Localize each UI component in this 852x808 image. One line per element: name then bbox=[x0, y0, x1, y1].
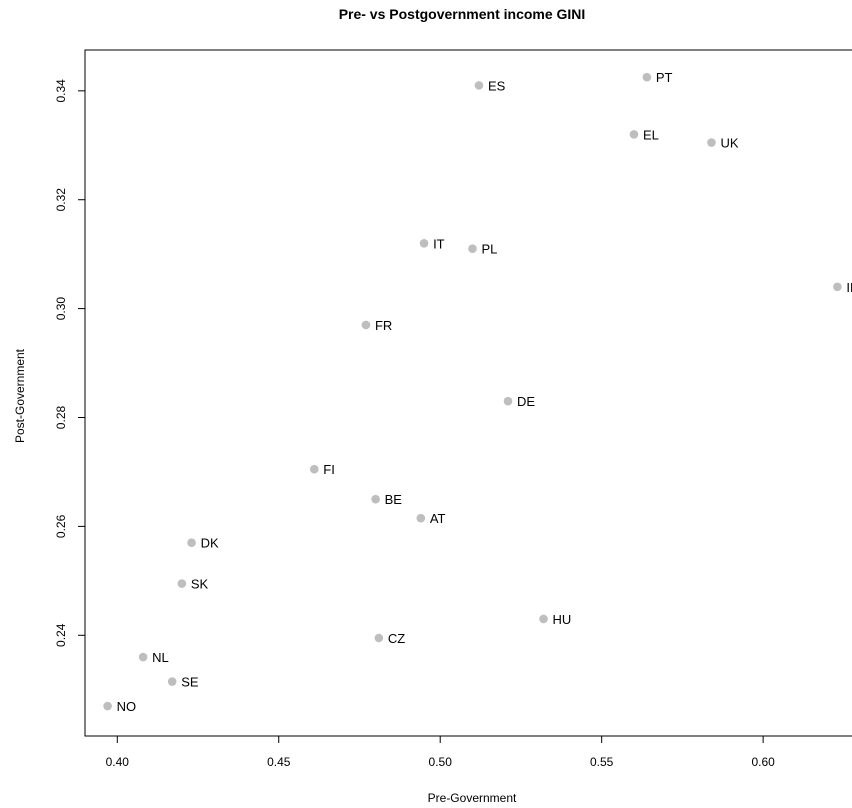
scatter-point bbox=[416, 513, 426, 523]
y-tick-label: 0.28 bbox=[54, 405, 68, 429]
point-label: SK bbox=[191, 577, 209, 592]
scatter-point bbox=[419, 238, 429, 248]
y-axis-label: Post-Government bbox=[13, 348, 27, 443]
point-label: UK bbox=[720, 136, 738, 151]
scatter-point bbox=[138, 652, 148, 662]
point-label: IE bbox=[846, 280, 852, 295]
scatter-point bbox=[103, 701, 112, 711]
scatter-point bbox=[371, 494, 380, 504]
scatter-point bbox=[309, 464, 319, 474]
scatter-point bbox=[474, 81, 484, 90]
point-label: IT bbox=[433, 236, 445, 251]
y-axis: 0.24 0.26 0.28 0.30 0.32 0.34 bbox=[54, 79, 86, 647]
x-tick-label: 0.40 bbox=[106, 755, 130, 769]
x-tick-label: 0.55 bbox=[590, 755, 614, 769]
chart-title: Pre- vs Postgovernment income GINI bbox=[339, 6, 586, 22]
x-tick-label: 0.50 bbox=[429, 755, 453, 769]
y-tick-label: 0.26 bbox=[54, 514, 68, 538]
point-label: FI bbox=[323, 462, 335, 477]
scatter-point bbox=[374, 633, 384, 643]
scatter-point bbox=[707, 138, 716, 147]
point-label: NL bbox=[152, 650, 169, 665]
point-labels: PT ES EL UK IT PL IE FR DE FI BE AT DK SK HU CZ NL SE NO bbox=[117, 70, 852, 714]
point-label: HU bbox=[553, 612, 572, 627]
scatter-point bbox=[833, 282, 842, 292]
point-label: EL bbox=[643, 127, 659, 142]
x-tick-label: 0.60 bbox=[751, 755, 775, 769]
y-tick-label: 0.34 bbox=[54, 79, 68, 103]
point-label: DE bbox=[517, 394, 535, 409]
point-label: PT bbox=[656, 70, 673, 85]
scatter-point bbox=[503, 396, 513, 406]
scatter-point bbox=[361, 320, 371, 330]
y-tick-label: 0.30 bbox=[54, 297, 68, 321]
scatter-point bbox=[187, 538, 196, 548]
y-tick-label: 0.24 bbox=[54, 623, 68, 647]
point-label: FR bbox=[375, 318, 392, 333]
point-label: PL bbox=[482, 242, 498, 257]
plot-area-frame bbox=[84, 49, 852, 737]
point-label: ES bbox=[488, 78, 506, 93]
x-axis: 0.40 0.45 0.50 0.55 0.60 bbox=[106, 735, 775, 769]
point-label: CZ bbox=[388, 631, 405, 646]
point-label: BE bbox=[385, 492, 403, 507]
scatter-point bbox=[629, 130, 639, 139]
scatter-point bbox=[468, 244, 477, 254]
x-axis-label: Pre-Government bbox=[428, 791, 517, 805]
scatter-point bbox=[642, 72, 652, 82]
scatter-point bbox=[539, 614, 548, 624]
scatter-point bbox=[177, 579, 187, 588]
y-tick-label: 0.32 bbox=[54, 188, 68, 212]
scatter-point bbox=[167, 677, 177, 686]
data-points bbox=[103, 72, 842, 711]
point-label: NO bbox=[117, 699, 136, 714]
point-label: DK bbox=[201, 536, 219, 551]
point-label: SE bbox=[181, 675, 199, 690]
x-tick-label: 0.45 bbox=[267, 755, 291, 769]
point-label: AT bbox=[430, 511, 446, 526]
